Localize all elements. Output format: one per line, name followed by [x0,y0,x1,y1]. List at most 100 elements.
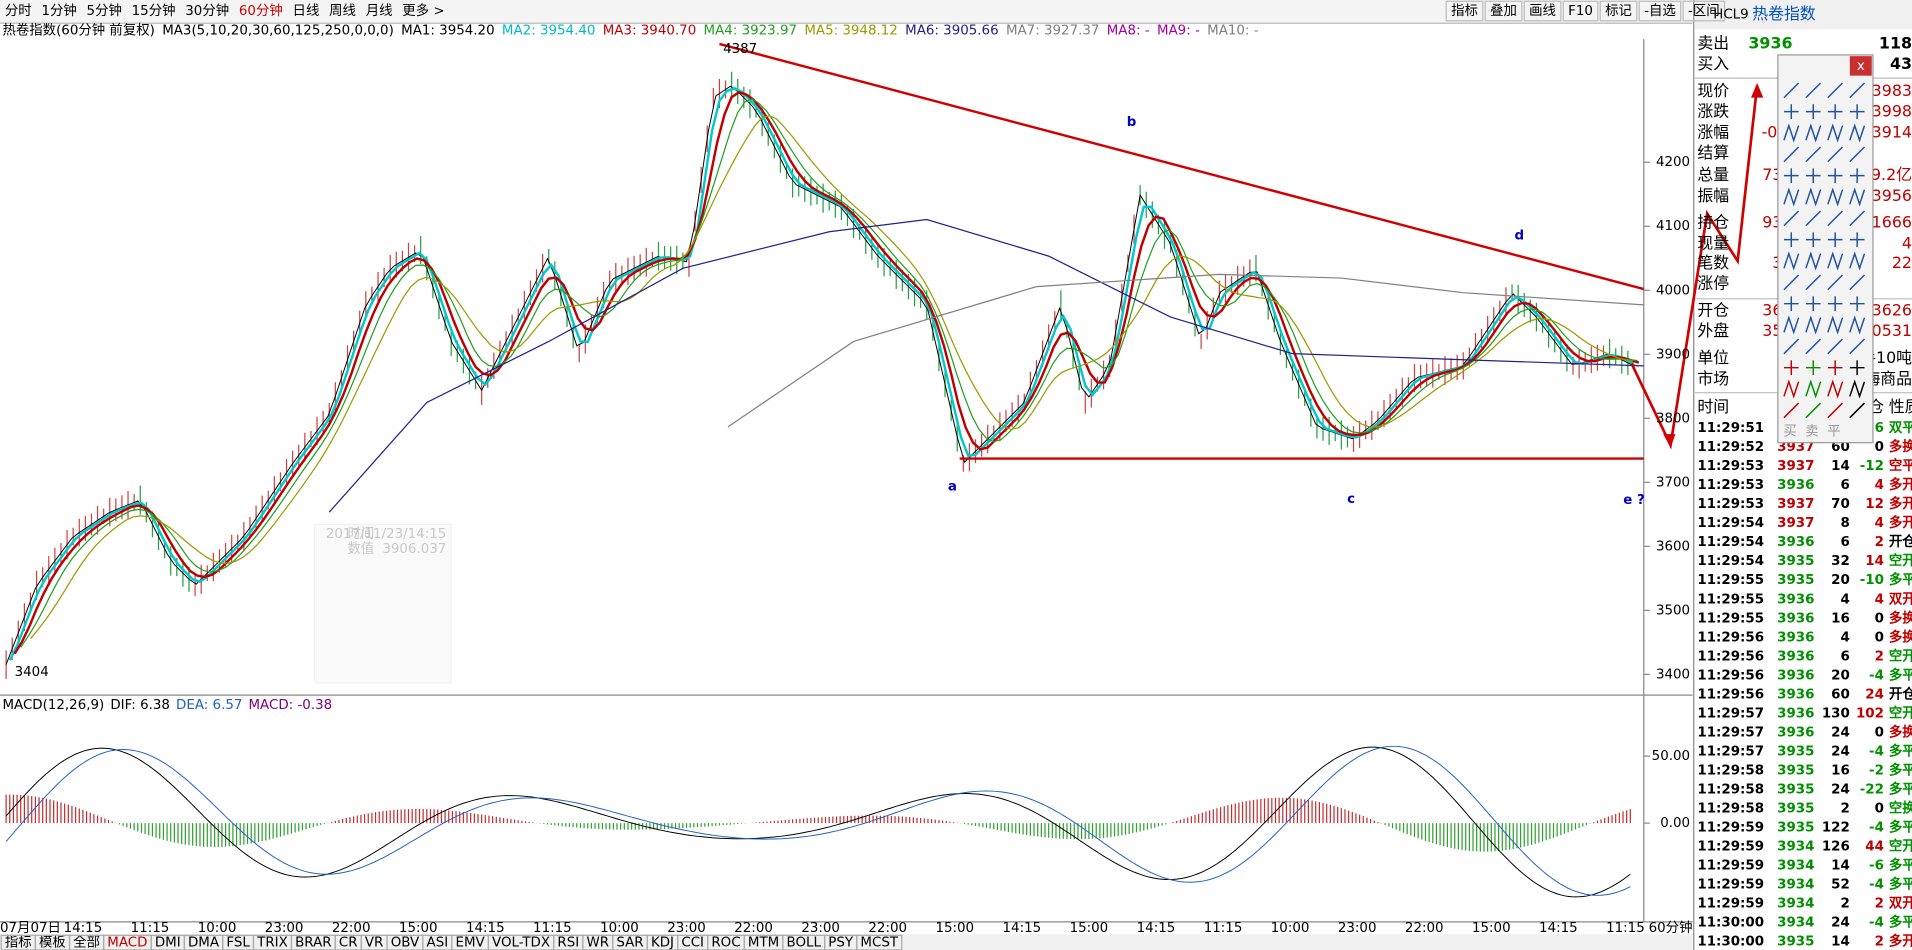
tool-icon[interactable] [1805,360,1821,376]
tool-icon[interactable] [1827,402,1844,419]
tool-icon[interactable] [1827,104,1843,119]
tool-icon[interactable] [1783,210,1800,227]
tool-icon[interactable] [1783,251,1800,271]
indicator-tab[interactable]: ASI [427,936,449,950]
indicator-tab[interactable]: CCI [681,936,704,950]
tool-icon[interactable] [1849,82,1865,99]
tool-icon[interactable] [1783,187,1800,207]
indicator-tab[interactable]: CR [339,936,358,950]
tool-icon[interactable] [1827,251,1844,271]
tool-icon[interactable] [1849,296,1865,311]
period-tab[interactable]: 周线 [329,3,356,19]
indicator-tab[interactable]: MACD [107,936,147,950]
tool-icon[interactable] [1783,168,1799,183]
toolbar-button[interactable]: 画线 [1529,3,1556,19]
toolbar-button[interactable]: -自选 [1644,3,1676,19]
indicator-tab[interactable]: KDJ [651,936,674,950]
indicator-tab[interactable]: ROC [711,936,740,950]
indicator-tab[interactable]: 模板 [39,935,66,950]
tool-icon[interactable] [1783,104,1799,119]
tool-icon[interactable] [1849,379,1866,399]
tool-icon[interactable] [1805,338,1822,355]
tool-icon[interactable] [1805,274,1822,291]
period-tab[interactable]: 更多 > [402,2,444,19]
indicator-tab[interactable]: MTM [748,936,779,950]
tool-icon[interactable] [1827,210,1844,227]
indicator-tab[interactable]: MCST [860,936,898,950]
tool-icon[interactable] [1827,379,1844,399]
toolbar-button[interactable]: -区间 [1688,3,1720,19]
tool-icon[interactable] [1849,338,1865,355]
tool-icon[interactable] [1783,338,1800,355]
tool-icon[interactable] [1827,315,1844,335]
period-tab[interactable]: 1分钟 [41,2,76,19]
tool-icon[interactable] [1805,123,1822,143]
tool-icon[interactable] [1827,82,1844,99]
toolbar-button[interactable]: 指标 [1451,3,1478,19]
tool-icon[interactable] [1827,168,1843,183]
tool-icon[interactable] [1805,146,1822,163]
period-tab[interactable]: 月线 [366,3,393,19]
tool-icon[interactable] [1783,123,1800,143]
indicator-tab[interactable]: PSY [828,936,854,950]
tool-icon[interactable] [1827,232,1843,247]
tool-icon[interactable] [1783,402,1800,419]
tool-icon[interactable] [1849,168,1865,183]
indicator-tab[interactable]: TRIX [256,936,288,950]
tool-icon[interactable] [1849,146,1865,163]
tool-icon[interactable] [1849,402,1865,419]
tool-icon[interactable] [1849,104,1865,119]
tool-icon[interactable] [1827,338,1844,355]
period-tab[interactable]: 日线 [293,3,320,19]
tool-icon[interactable] [1783,379,1800,399]
tool-icon[interactable] [1783,274,1800,291]
indicator-tab[interactable]: BRAR [295,936,331,950]
tool-icon[interactable] [1805,104,1821,119]
indicator-tab[interactable]: 指标 [5,935,32,950]
indicator-tab[interactable]: OBV [391,936,420,950]
tool-icon[interactable] [1805,379,1822,399]
tool-icon[interactable] [1783,315,1800,335]
tool-icon[interactable] [1783,146,1800,163]
indicator-tab[interactable]: FSL [226,936,250,950]
tool-icon[interactable] [1849,232,1865,247]
tool-icon[interactable] [1827,187,1844,207]
tool-icon[interactable] [1805,232,1821,247]
indicator-tab[interactable]: WR [586,936,609,950]
tool-icon[interactable] [1849,123,1866,143]
tool-icon[interactable] [1827,123,1844,143]
indicator-tab[interactable]: BOLL [787,936,822,950]
tool-icon[interactable] [1827,296,1843,311]
tool-icon[interactable] [1827,274,1844,291]
tool-icon[interactable] [1805,187,1822,207]
period-tab[interactable]: 30分钟 [185,2,229,19]
tool-icon[interactable] [1849,315,1866,335]
indicator-tab[interactable]: VR [365,936,384,950]
tool-icon[interactable] [1827,146,1844,163]
tool-icon[interactable] [1805,315,1822,335]
period-tab[interactable]: 15分钟 [132,2,176,19]
period-tab[interactable]: 5分钟 [87,2,122,19]
tool-icon[interactable] [1805,168,1821,183]
tool-icon[interactable] [1849,210,1865,227]
tool-icon[interactable] [1783,232,1799,247]
tool-icon[interactable] [1849,360,1865,376]
tool-icon[interactable] [1783,296,1799,311]
tool-icon[interactable] [1805,251,1822,271]
toolbar-button[interactable]: 标记 [1605,3,1632,19]
indicator-tab[interactable]: 全部 [73,934,100,950]
indicator-tab[interactable]: SAR [616,936,643,950]
close-button[interactable] [1849,56,1872,76]
tool-icon[interactable] [1805,296,1821,311]
tool-icon[interactable] [1849,274,1865,291]
toolbar-button[interactable]: 叠加 [1490,3,1517,19]
indicator-tab[interactable]: VOL-TDX [492,936,550,950]
tool-icon[interactable] [1783,360,1799,376]
tool-icon[interactable] [1849,187,1866,207]
indicator-tab[interactable]: EMV [456,936,486,950]
period-tab[interactable]: 分时 [5,3,32,19]
tool-icon[interactable] [1783,82,1800,99]
tool-icon[interactable] [1805,210,1822,227]
period-tab[interactable]: 60分钟 [239,2,283,19]
tool-icon[interactable] [1849,251,1866,271]
